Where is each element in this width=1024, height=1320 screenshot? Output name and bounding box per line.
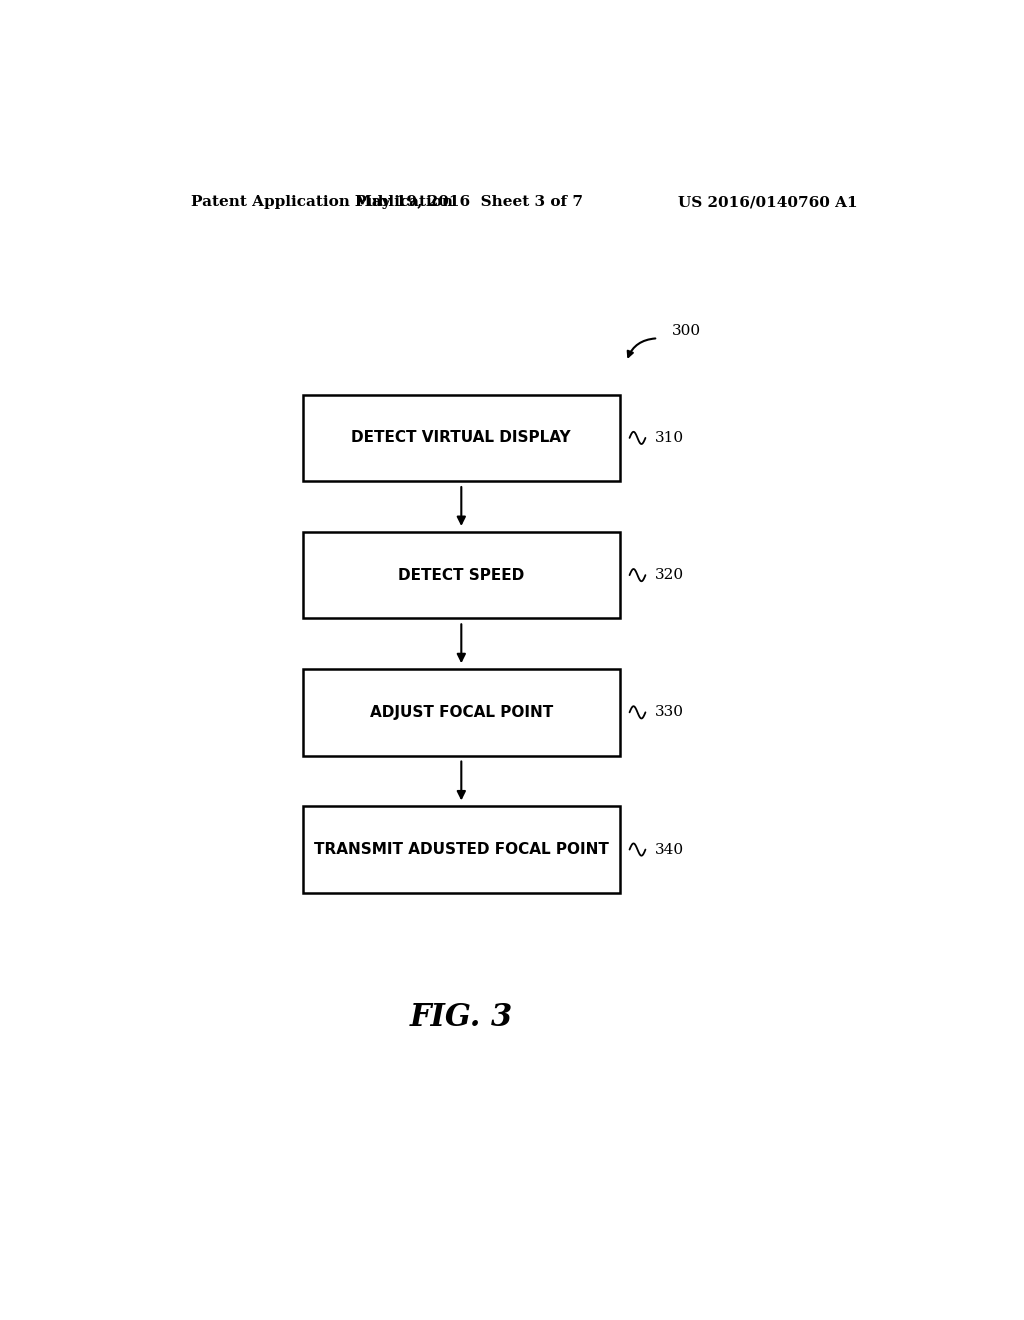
Text: 310: 310 bbox=[655, 430, 684, 445]
Text: 340: 340 bbox=[655, 842, 684, 857]
Text: 330: 330 bbox=[655, 705, 684, 719]
Text: DETECT SPEED: DETECT SPEED bbox=[398, 568, 524, 582]
Text: Patent Application Publication: Patent Application Publication bbox=[191, 195, 454, 209]
Text: May 19, 2016  Sheet 3 of 7: May 19, 2016 Sheet 3 of 7 bbox=[355, 195, 584, 209]
Bar bbox=[303, 807, 621, 892]
Text: 320: 320 bbox=[655, 568, 684, 582]
Text: FIG. 3: FIG. 3 bbox=[410, 1002, 513, 1032]
Bar bbox=[303, 395, 621, 480]
Text: TRANSMIT ADUSTED FOCAL POINT: TRANSMIT ADUSTED FOCAL POINT bbox=[314, 842, 608, 857]
Text: 300: 300 bbox=[672, 325, 700, 338]
Text: US 2016/0140760 A1: US 2016/0140760 A1 bbox=[679, 195, 858, 209]
Bar bbox=[303, 669, 621, 755]
Text: DETECT VIRTUAL DISPLAY: DETECT VIRTUAL DISPLAY bbox=[351, 430, 571, 445]
FancyArrowPatch shape bbox=[628, 338, 655, 356]
Text: ADJUST FOCAL POINT: ADJUST FOCAL POINT bbox=[370, 705, 553, 719]
Bar bbox=[303, 532, 621, 618]
